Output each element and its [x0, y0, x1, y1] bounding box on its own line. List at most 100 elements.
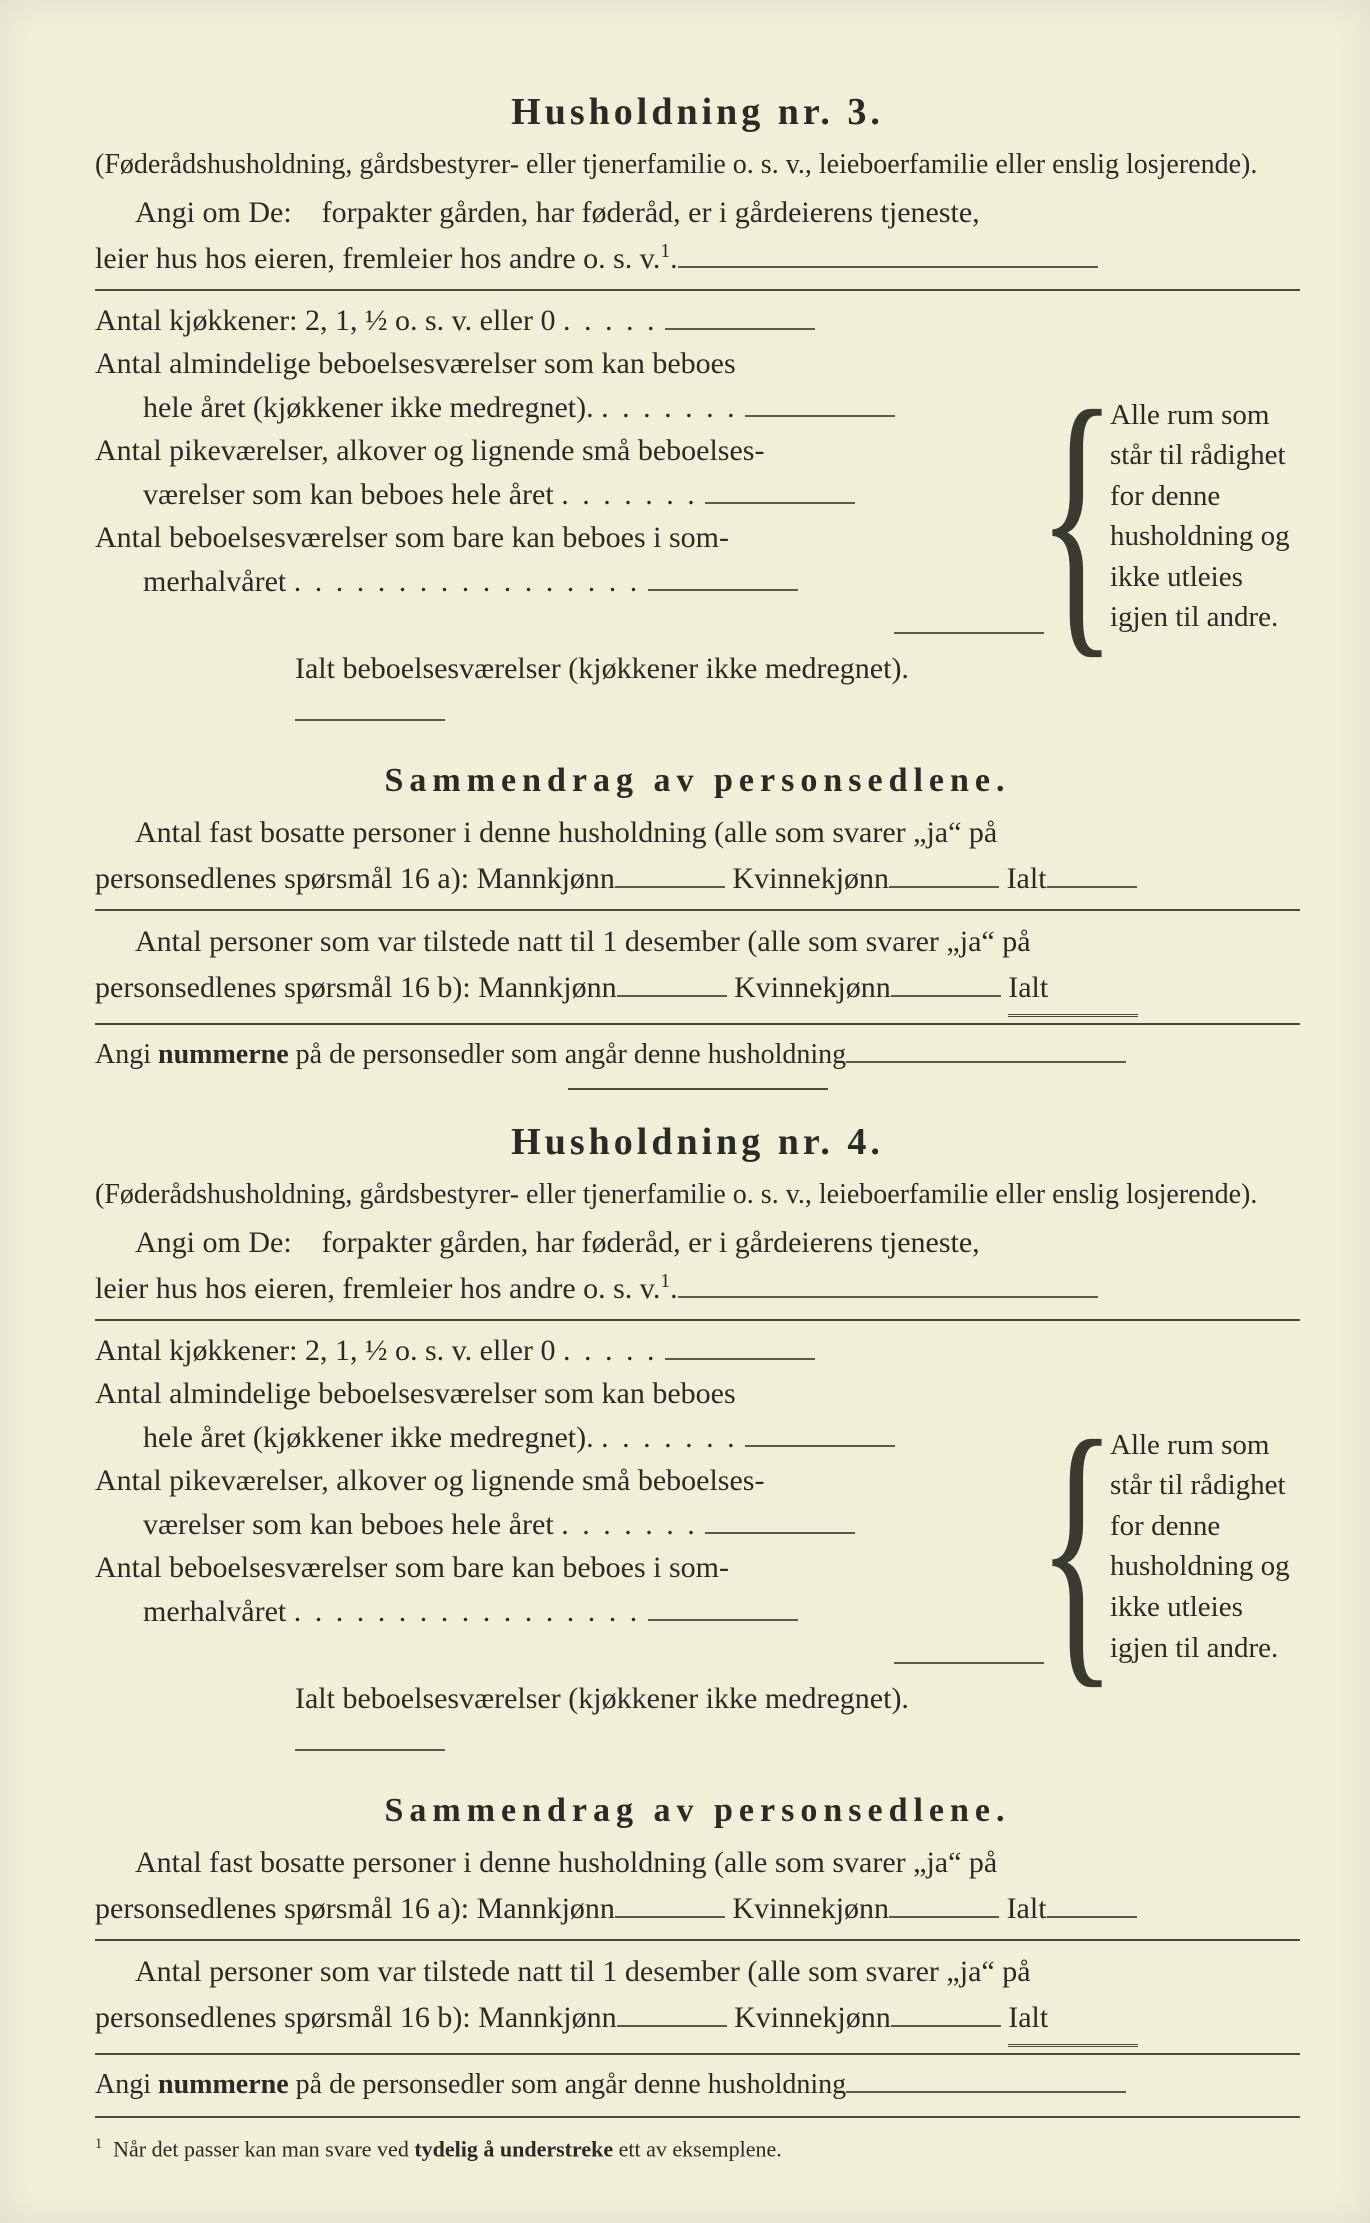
blank[interactable]	[295, 1722, 445, 1751]
angi-line-1: Angi om De: forpakter gården, har føderå…	[95, 190, 1300, 237]
overline-box	[95, 603, 1044, 647]
sommer-line-2-h4: merhalvåret	[95, 1590, 1044, 1634]
ialt-text-h4: Ialt beboelsesværelser (kjøkkener ikke m…	[295, 1682, 909, 1715]
blank-mann-h4[interactable]	[615, 1889, 725, 1918]
angi-line-1-h4: Angi om De: forpakter gården, har føderå…	[95, 1220, 1300, 1267]
pike-line-2: værelser som kan beboes hele året	[95, 473, 1044, 517]
footnote-ref-2: 1	[660, 1271, 670, 1292]
blank-ialt-2-h4[interactable]	[1048, 2000, 1138, 2027]
divider	[95, 1939, 1300, 1941]
blank[interactable]	[648, 1592, 798, 1621]
ialt-double-h4: Ialt	[1008, 1995, 1138, 2047]
curly-brace-icon: {	[1037, 389, 1116, 644]
brace-text-h4: Alle rum som står til rådighet for denne…	[1110, 1329, 1300, 1764]
sum-overline	[894, 605, 1044, 634]
ialt-line-h4: Ialt beboelsesværelser (kjøkkener ikke m…	[95, 1677, 1044, 1764]
blank[interactable]	[745, 1418, 895, 1447]
dots	[294, 1595, 641, 1628]
blank-num-h4[interactable]	[846, 2066, 1126, 2093]
divider	[95, 2053, 1300, 2055]
ialt-label-2-h4: Ialt	[1008, 2001, 1048, 2034]
blank-line-h4[interactable]	[678, 1269, 1098, 1298]
blank-kvinne[interactable]	[889, 859, 999, 888]
kitchens-line: Antal kjøkkener: 2, 1, ½ o. s. v. eller …	[95, 299, 1044, 343]
kvinne-label-h4: Kvinnekjønn	[732, 1892, 889, 1925]
footnote-bold: tydelig å understreke	[414, 2137, 613, 2162]
divider	[95, 1023, 1300, 1025]
sommer-line-1-h4: Antal beboelsesværelser som bare kan beb…	[95, 1546, 1044, 1590]
sum-2a: Antal personer som var tilstede natt til…	[95, 919, 1300, 966]
angi-num-post-h4: på de personsedler som angår denne husho…	[289, 2069, 847, 2100]
pike2-text: værelser som kan beboes hele året	[143, 478, 554, 511]
angi-num-post: på de personsedler som angår denne husho…	[289, 1039, 847, 1070]
sommer-line-2: merhalvåret	[95, 560, 1044, 604]
angi-lead-h4: Angi om De:	[95, 1226, 292, 1259]
ialt-text: Ialt beboelsesværelser (kjøkkener ikke m…	[295, 652, 909, 685]
sum2a-text: Antal personer som var tilstede natt til…	[95, 925, 1031, 958]
pike-line-1-h4: Antal pikeværelser, alkover og lignende …	[95, 1459, 1044, 1503]
blank[interactable]	[295, 692, 445, 721]
kitchens-line-h4: Antal kjøkkener: 2, 1, ½ o. s. v. eller …	[95, 1329, 1044, 1373]
brace-column: {	[1056, 299, 1098, 734]
blank-ialt-2[interactable]	[1048, 970, 1138, 997]
blank[interactable]	[705, 1505, 855, 1534]
blank-kvinne-h4[interactable]	[889, 1889, 999, 1918]
sum2b-pre-h4: personsedlenes spørsmål 16 b): Mannkjønn	[95, 2001, 617, 2034]
sommer2-text: merhalvåret	[143, 565, 286, 598]
footnote-marker: 1	[95, 2136, 102, 2152]
blank-mann[interactable]	[615, 859, 725, 888]
census-form-page: Husholdning nr. 3. (Føderådshusholdning,…	[0, 0, 1370, 2223]
blank[interactable]	[745, 388, 895, 417]
alm-line-2-h4: hele året (kjøkkener ikke medregnet).	[95, 1416, 1044, 1460]
summary-heading-3: Sammendrag av personsedlene.	[95, 762, 1300, 800]
sum-2b-h4: personsedlenes spørsmål 16 b): Mannkjønn…	[95, 1995, 1300, 2047]
blank-line[interactable]	[678, 239, 1098, 268]
household-3-paren: (Føderådshusholdning, gårdsbestyrer- ell…	[95, 146, 1300, 184]
angi-line-2-text: leier hus hos eieren, fremleier hos andr…	[95, 242, 660, 275]
alm2-text-h4: hele året (kjøkkener ikke medregnet).	[143, 1421, 594, 1454]
kvinne-label-2: Kvinnekjønn	[734, 971, 891, 1004]
angi-lead: Angi om De:	[95, 196, 292, 229]
angi-num-line: Angi nummerne på de personsedler som ang…	[95, 1033, 1300, 1076]
sum-overline-h4	[894, 1635, 1044, 1664]
blank-ialt-h4[interactable]	[1047, 1889, 1137, 1918]
blank-ialt[interactable]	[1047, 859, 1137, 888]
sum2b-pre: personsedlenes spørsmål 16 b): Mannkjønn	[95, 971, 617, 1004]
angi-num-pre: Angi	[95, 1039, 158, 1070]
angi-num-line-h4: Angi nummerne på de personsedler som ang…	[95, 2063, 1300, 2106]
blank[interactable]	[665, 1331, 815, 1360]
kitchens-text-h4: Antal kjøkkener: 2, 1, ½ o. s. v. eller …	[95, 1334, 555, 1367]
footnote: 1 Når det passer kan man svare ved tydel…	[95, 2136, 1300, 2162]
dots	[601, 391, 738, 424]
angi-line-2: leier hus hos eieren, fremleier hos andr…	[95, 236, 1300, 283]
blank[interactable]	[648, 562, 798, 591]
pike-line-1: Antal pikeværelser, alkover og lignende …	[95, 429, 1044, 473]
blank-num[interactable]	[846, 1036, 1126, 1063]
kitchens-text: Antal kjøkkener: 2, 1, ½ o. s. v. eller …	[95, 304, 555, 337]
dots	[294, 565, 641, 598]
blank[interactable]	[665, 301, 815, 330]
sum1a-text: Antal fast bosatte personer i denne hush…	[95, 816, 997, 849]
footnote-post: ett av eksemplene.	[613, 2137, 782, 2162]
household-4-heading: Husholdning nr. 4.	[95, 1120, 1300, 1164]
angi-line-2-h4: leier hus hos eieren, fremleier hos andr…	[95, 1266, 1300, 1313]
ialt-label-2: Ialt	[1008, 971, 1048, 1004]
blank-kvinne-2[interactable]	[891, 968, 1001, 997]
dots	[563, 1334, 658, 1367]
footnote-pre: Når det passer kan man svare ved	[113, 2137, 414, 2162]
rooms-left: Antal kjøkkener: 2, 1, ½ o. s. v. eller …	[95, 299, 1044, 734]
sum-1a: Antal fast bosatte personer i denne hush…	[95, 810, 1300, 857]
blank-mann-2[interactable]	[617, 968, 727, 997]
rooms-left-h4: Antal kjøkkener: 2, 1, ½ o. s. v. eller …	[95, 1329, 1044, 1764]
summary-heading-4: Sammendrag av personsedlene.	[95, 1792, 1300, 1830]
blank[interactable]	[705, 475, 855, 504]
sommer-line-1: Antal beboelsesværelser som bare kan beb…	[95, 516, 1044, 560]
dots	[563, 304, 658, 337]
blank-kvinne-2-h4[interactable]	[891, 1998, 1001, 2027]
blank-mann-2-h4[interactable]	[617, 1998, 727, 2027]
pike2-text-h4: værelser som kan beboes hele året	[143, 1508, 554, 1541]
household-4-paren: (Føderådshusholdning, gårdsbestyrer- ell…	[95, 1176, 1300, 1214]
angi-line-2-text-h4: leier hus hos eieren, fremleier hos andr…	[95, 1272, 660, 1305]
sum1a-text-h4: Antal fast bosatte personer i denne hush…	[95, 1846, 997, 1879]
ialt-label-h4: Ialt	[1007, 1892, 1047, 1925]
